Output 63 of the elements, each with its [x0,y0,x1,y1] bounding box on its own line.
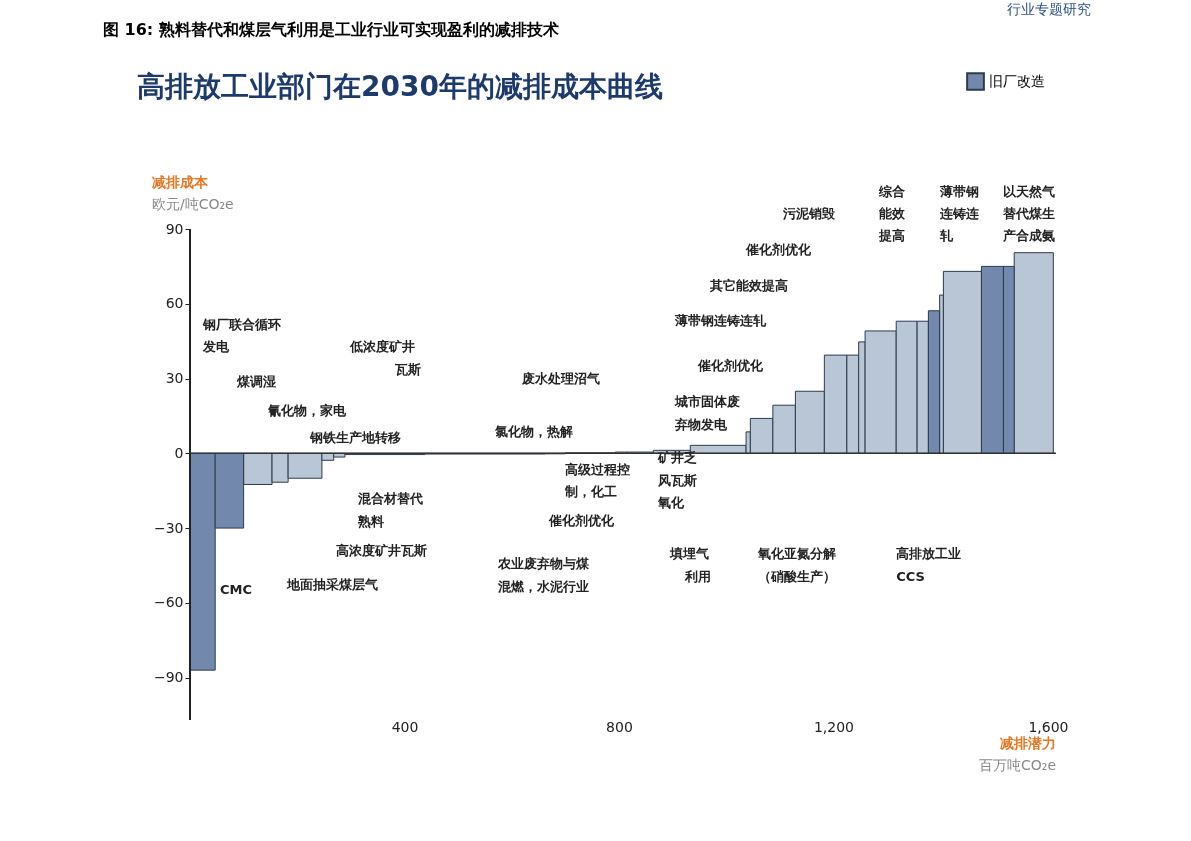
annotation: 废水处理沼气 [520,370,600,386]
annotation: 混燃，水泥行业 [497,578,590,594]
x-tick-label: 1,600 [1028,718,1069,735]
annotation: 城市固体废 [674,394,741,410]
text: 欧元/吨CO₂e [152,196,234,212]
annotation: 高浓度矿井瓦斯 [335,542,427,558]
annotation: 混合材替代 [356,491,423,507]
annotation: 钢厂联合循环 [201,316,281,332]
annotation: 钢铁生产地转移 [309,430,402,446]
y-tick-label: −90 [153,669,184,686]
annotation: 薄带钢连铸连轧 [674,313,768,329]
y-tick-label: 60 [165,295,184,312]
annotation: 发电 [201,339,230,355]
annotation: 其它能效提高 [709,278,789,294]
annotation: 熟料 [356,513,384,529]
text: 综合 [877,183,905,199]
annotation: 利用 [683,568,711,584]
annotation: 瓦斯 [393,361,421,377]
y-tick-label: −30 [153,519,184,536]
x-tick-label: 1,200 [813,718,855,735]
legend-label: 旧厂改造 [989,72,1045,89]
annotation: 制，化工 [564,483,618,499]
annotation: 农业废弃物与煤 [497,556,591,572]
x-axis-title: 减排潜力 [1000,735,1056,751]
chart-title: 图 16: 熟料替代和煤层气利用是工业行业可实现盈利的减排技术 [103,20,559,39]
annotation: 氰化物，家电 [267,402,348,418]
annotation: 提高 [877,228,905,244]
annotation: 催化剂优化 [745,242,813,258]
annotation: 弃物发电 [674,416,729,432]
text: 能效 [878,206,906,222]
text: 污泥销毁 [782,206,837,222]
annotation: 高级过程控 [565,461,631,477]
text: 替代煤生 [1002,206,1056,222]
annotation: 氯化物，热解 [494,424,574,440]
annotation: 填埋气 [669,546,710,562]
annotation: CCS [896,568,925,584]
x-tick-label: 800 [606,718,633,735]
annotation: 氧化 [657,495,686,511]
x-tick-label: 400 [391,718,419,735]
annotation: 风瓦斯 [657,472,698,488]
text: 百万吨CO₂e [978,757,1056,773]
chart-subtitle: 高排放工业部门在2030年的减排成本曲线 [137,70,663,103]
text: 连铸连 [939,206,981,222]
annotation: （硝酸生产） [758,568,837,584]
annotation: 矿井乏 [657,450,698,466]
annotation: 催化剂优化 [697,358,765,374]
text: 以天然气 [1003,183,1056,199]
annotation: 低浓度矿井 [348,339,415,355]
y-tick-label: 30 [165,370,184,387]
annotation: 氧化亚氮分解 [757,546,837,562]
y-tick-label: 90 [165,220,184,237]
annotation: 轧 [939,228,955,244]
annotation: 高排放工业 [896,546,962,562]
annotation: 地面抽采煤层气 [286,577,379,593]
text: 薄带钢 [939,183,980,199]
text: 行业专题研究 [1007,1,1091,17]
y-axis-title: 减排成本 [152,174,209,190]
annotation: CMC [220,582,253,598]
y-tick-label: −60 [153,594,184,611]
y-tick-label: 0 [174,444,184,461]
annotation: 产合成氨 [1002,228,1056,244]
annotation: 煤调湿 [236,374,277,390]
annotation: 催化剂优化 [548,512,616,528]
